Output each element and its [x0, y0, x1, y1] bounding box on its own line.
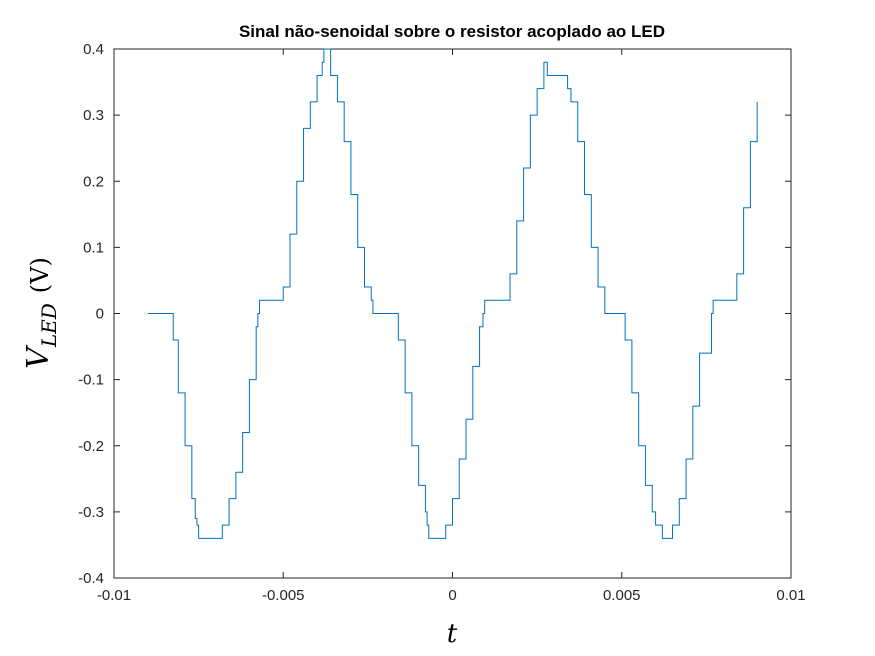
y-tick-label: 0.3	[83, 107, 104, 124]
y-tick-label: 0.4	[83, 41, 104, 58]
y-axis-label-subscript: LED	[37, 303, 61, 348]
series-line	[147, 48, 758, 539]
y-tick-label: -0.4	[78, 570, 104, 587]
svg-text:VLED(V): VLED (V)	[21, 257, 61, 369]
y-axis-label-unit: (V)	[26, 257, 54, 293]
y-axis-label: VLED (V)	[21, 257, 61, 369]
x-tick-label: -0.01	[97, 587, 131, 604]
y-tick-label: -0.2	[78, 438, 104, 455]
y-tick-label: 0.2	[83, 173, 104, 190]
y-tick-label: -0.3	[78, 504, 104, 521]
x-tick-label: 0	[448, 587, 456, 604]
plot-area	[113, 48, 792, 579]
y-tick-label: -0.1	[78, 372, 104, 389]
chart-title: Sinal não-senoidal sobre o resistor acop…	[239, 22, 665, 41]
y-tick-label: 0.1	[83, 239, 104, 256]
y-axis-label-main: V	[21, 344, 56, 369]
y-axis-ticks: -0.4 -0.3 -0.2 -0.1 0 0.1 0.2 0.3 0.4	[78, 41, 791, 587]
x-tick-label: 0.005	[603, 587, 641, 604]
x-tick-label: -0.005	[262, 587, 305, 604]
x-axis-ticks: -0.01 -0.005 0 0.005 0.01	[97, 49, 806, 604]
y-tick-label: 0	[96, 306, 104, 323]
x-tick-label: 0.01	[776, 587, 805, 604]
x-axis-label: t	[447, 619, 458, 649]
